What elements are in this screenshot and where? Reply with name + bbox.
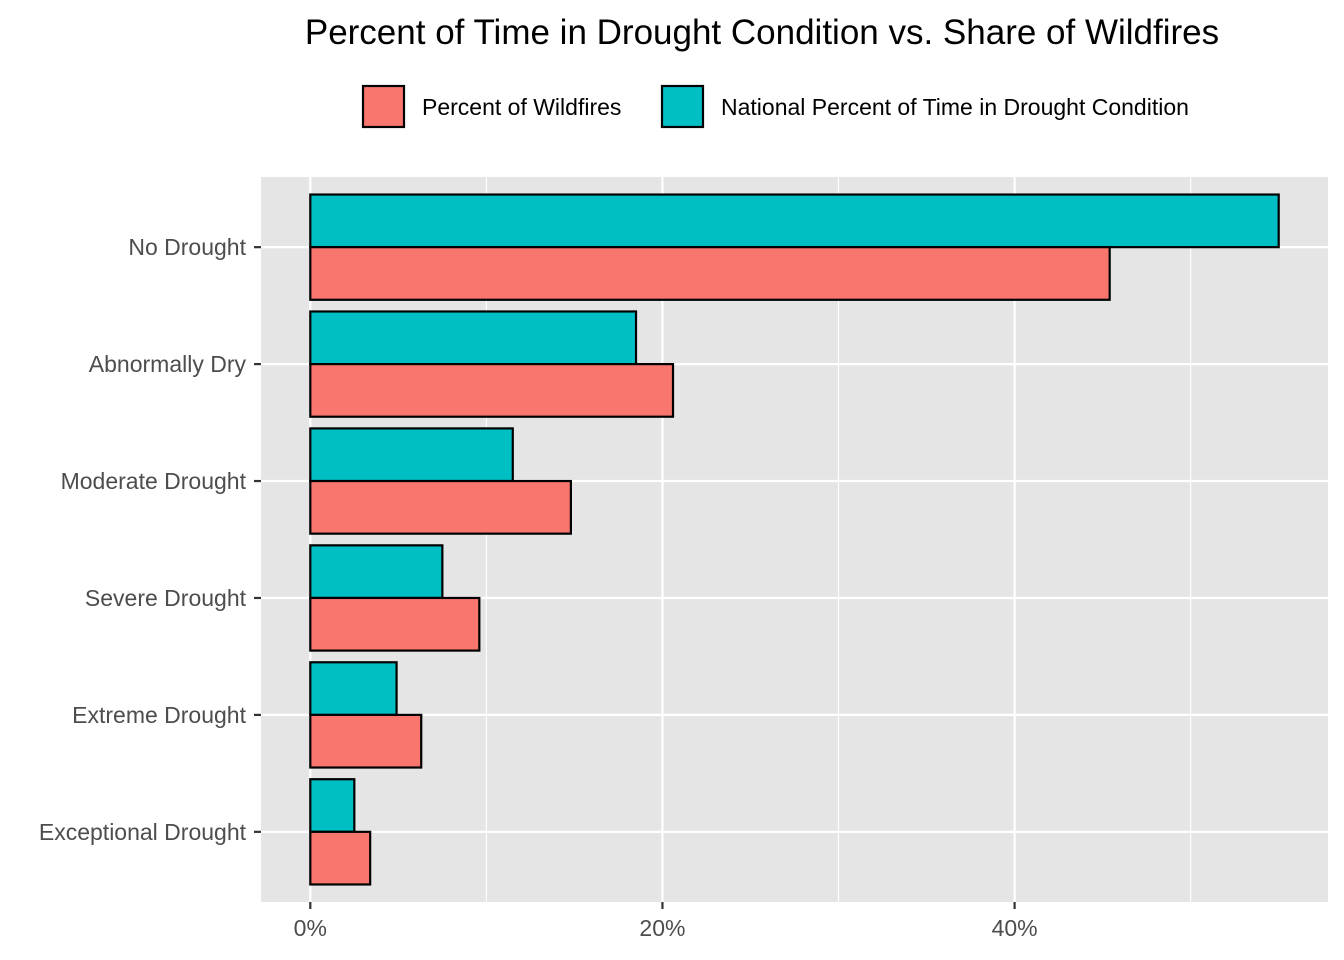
legend-label-wildfires: Percent of Wildfires (422, 94, 621, 120)
y-tick-label: Exceptional Drought (39, 819, 247, 845)
y-tick-label: Abnormally Dry (89, 351, 247, 377)
bars (309, 193, 1280, 886)
x-tick-label: 20% (639, 915, 685, 941)
bar-wildfires (309, 596, 481, 652)
bar-drought-time (309, 544, 444, 600)
bar-wildfires (309, 246, 1111, 301)
bar-drought-time (309, 193, 1280, 249)
legend: Percent of Wildfires National Percent of… (361, 84, 1189, 129)
y-tick-label: No Drought (128, 234, 246, 260)
x-tick-label: 40% (992, 915, 1038, 941)
legend-key-drought-time (660, 84, 705, 129)
bar-wildfires (309, 362, 675, 418)
y-axis: No Drought Abnormally Dry Moderate Drought… (39, 234, 261, 845)
bar-drought-time (309, 661, 398, 717)
y-tick-label: Moderate Drought (61, 468, 247, 494)
chart-title: Percent of Time in Drought Condition vs.… (305, 13, 1219, 52)
bar-wildfires (309, 713, 423, 769)
bar-wildfires (309, 479, 572, 535)
bar-drought-time (309, 778, 356, 833)
y-tick-label: Extreme Drought (72, 702, 246, 728)
bar-drought-time (309, 310, 638, 366)
legend-label-drought-time: National Percent of Time in Drought Cond… (721, 94, 1189, 120)
legend-key-wildfires (361, 84, 406, 129)
x-tick-label: 0% (294, 915, 327, 941)
bar-wildfires (309, 830, 372, 886)
y-tick-label: Severe Drought (85, 585, 247, 611)
bar-drought-time (309, 427, 514, 483)
x-axis: 0% 20% 40% (294, 902, 1038, 941)
